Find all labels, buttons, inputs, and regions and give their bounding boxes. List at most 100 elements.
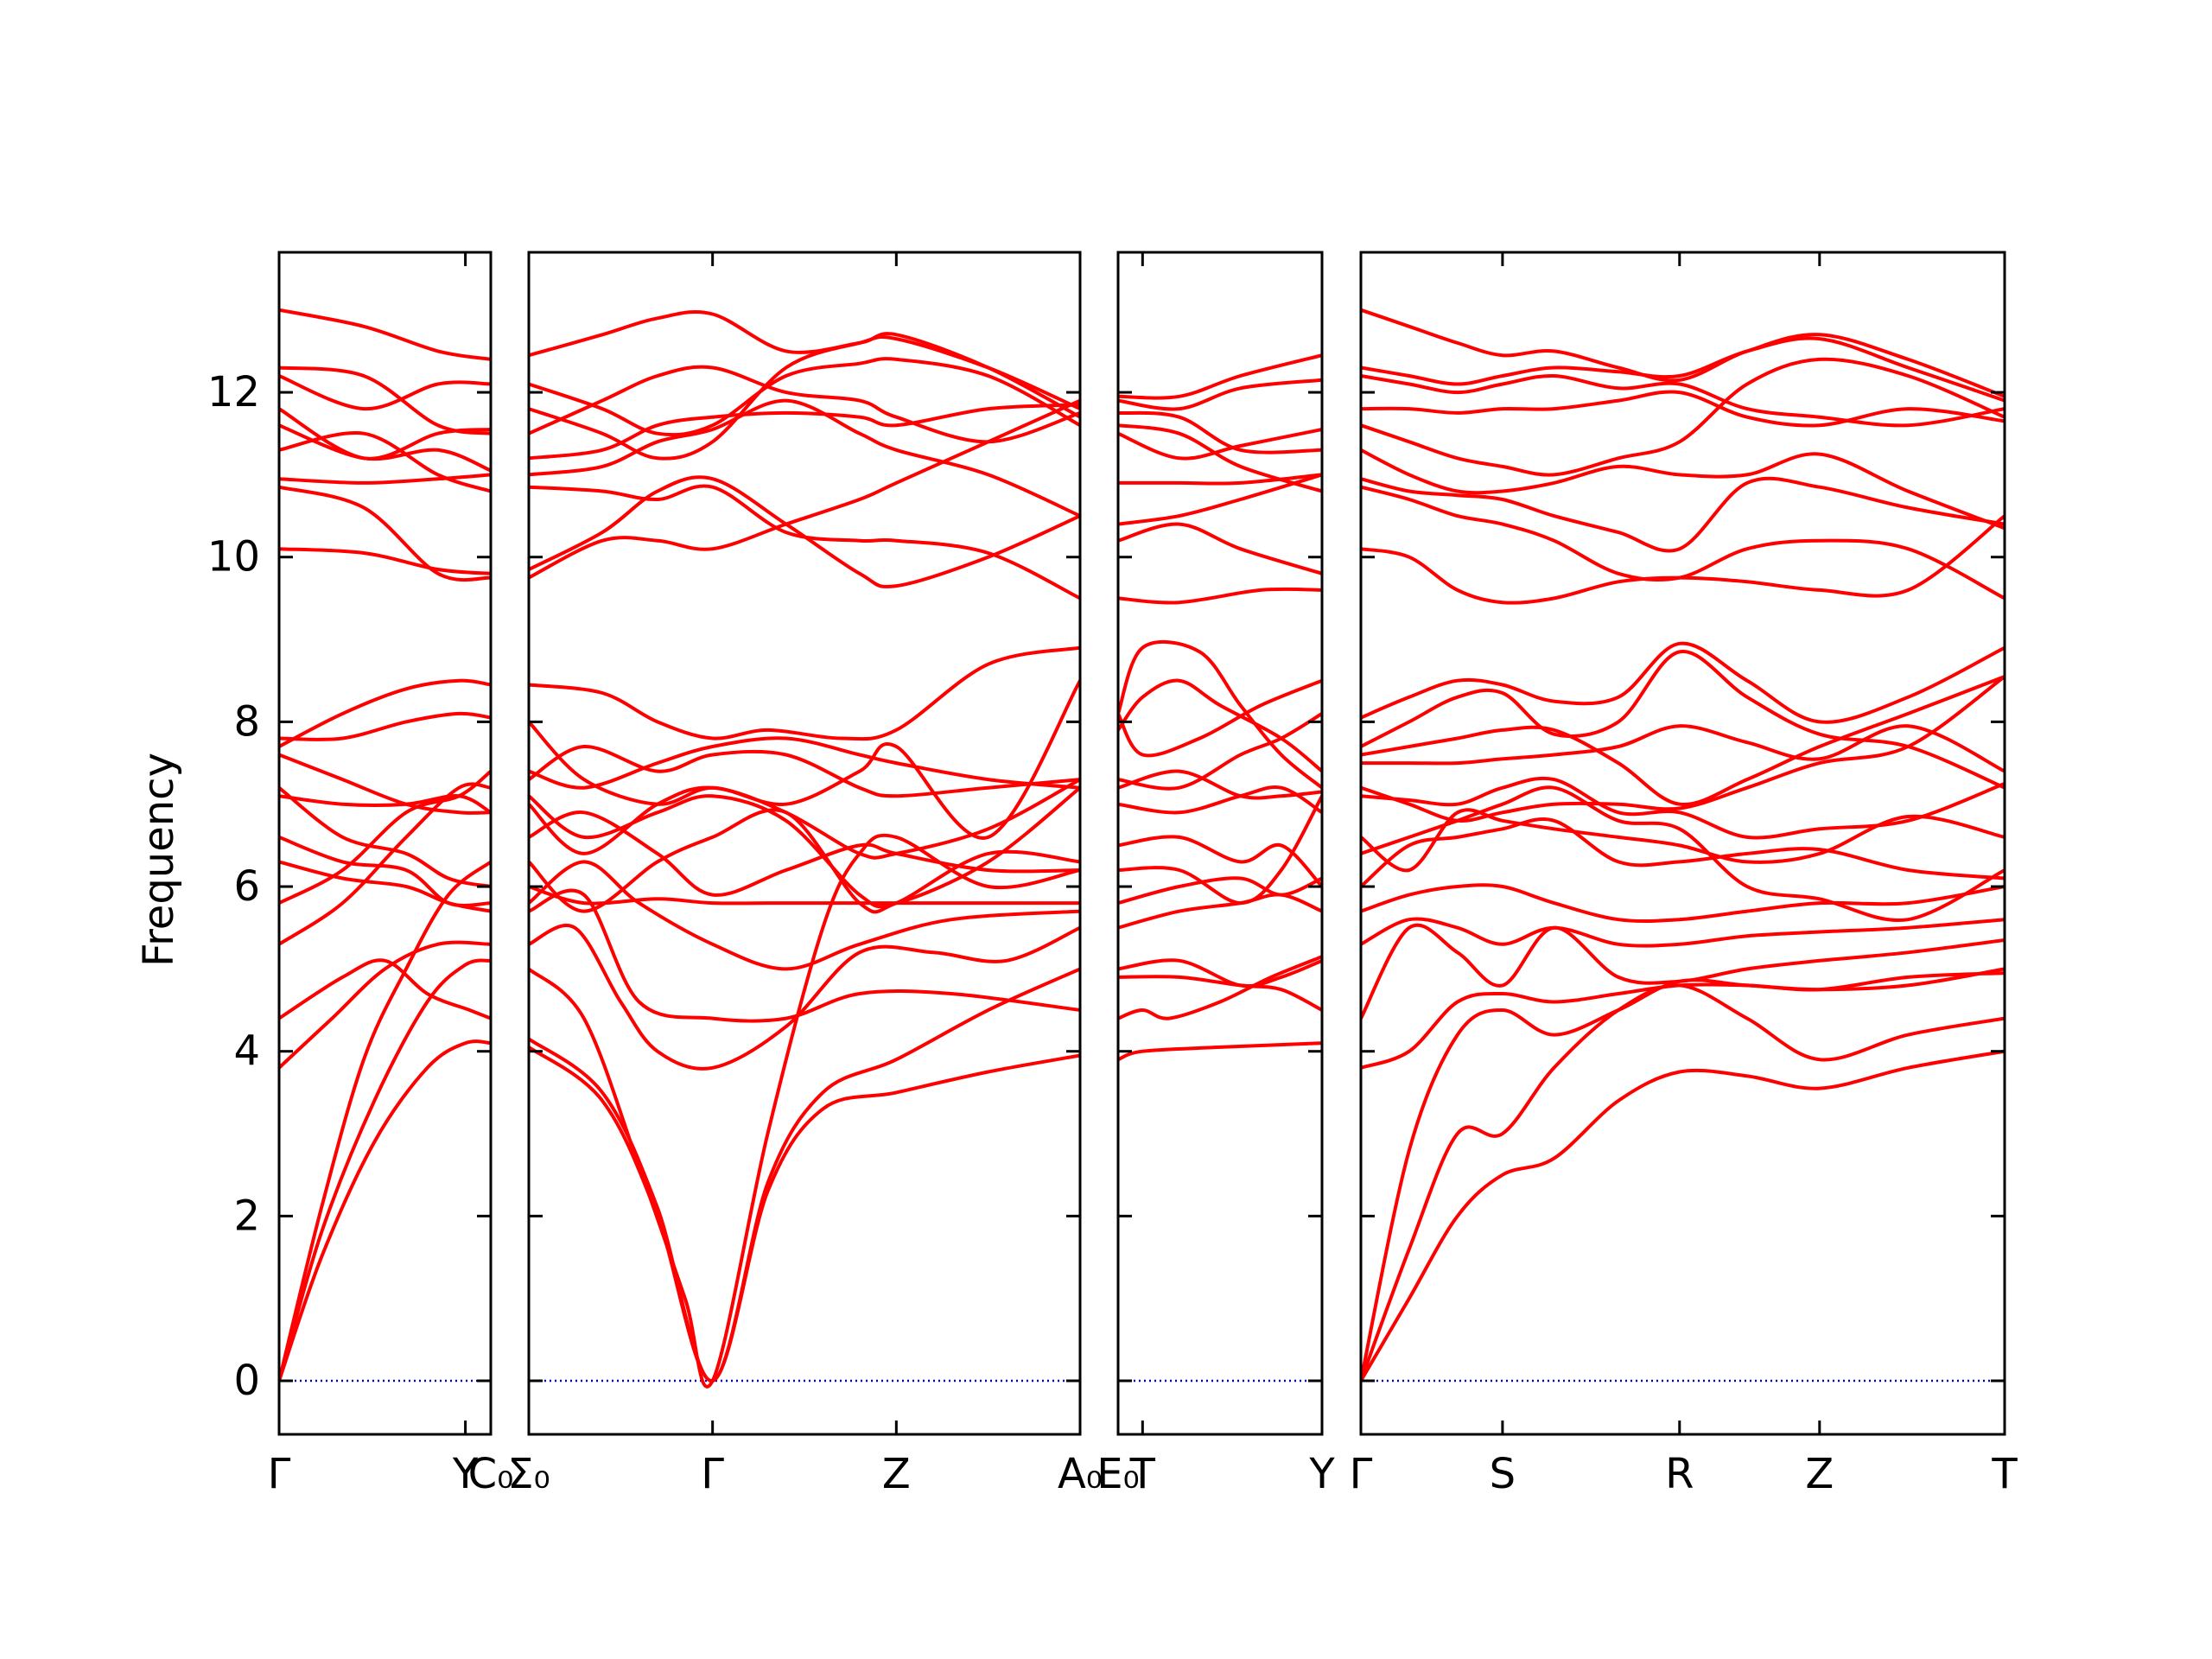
phonon-band-20: [1118, 423, 1322, 493]
phonon-band-25: [1361, 308, 2005, 398]
phonon-band-22: [1118, 378, 1322, 411]
phonon-band-19: [1361, 476, 2005, 553]
phonon-band-14: [279, 711, 491, 741]
phonon-band-12: [529, 744, 1080, 798]
y-tick-label: 2: [233, 1192, 260, 1240]
panel-frame: [1116, 251, 1324, 1436]
phonon-band-5: [279, 958, 491, 1020]
x-tick-label: S: [1490, 1450, 1516, 1498]
phonon-band-15: [279, 547, 491, 575]
band-group: [1361, 308, 2005, 1382]
phonon-band-18: [1118, 473, 1322, 486]
y-axis: 0 2 4 6 8 10 12: [207, 368, 260, 1405]
phonon-band-17: [529, 475, 1080, 588]
x-tick-label: Y: [1308, 1450, 1335, 1498]
y-tick-label: 0: [233, 1357, 260, 1405]
panel-3: E₀T Y: [1096, 251, 1335, 1498]
phonon-band-19: [279, 423, 491, 473]
phonon-band-13: [1361, 724, 2005, 773]
phonon-band-24: [529, 310, 1080, 419]
x-tick-label: Γ: [268, 1450, 291, 1498]
phonon-band-7: [1361, 883, 2005, 924]
phonon-band-10: [1361, 808, 2005, 873]
phonon-band-5: [1361, 923, 2005, 1020]
phonon-band-21: [279, 374, 491, 411]
phonon-band-4: [1118, 958, 1322, 988]
phonon-band-14: [1118, 678, 1322, 758]
phonon-band-2: [1361, 983, 2005, 1382]
phonon-band-4: [1361, 971, 2005, 1070]
phonon-band-16: [279, 485, 491, 582]
phonon-band-11: [1361, 776, 2005, 840]
phonon-band-6: [1361, 917, 2005, 948]
band-group: [279, 308, 491, 1382]
phonon-band-22: [1361, 390, 2005, 428]
phonon-band-16: [1361, 641, 2005, 724]
phonon-band-3: [1361, 967, 2005, 1382]
phonon-band-3: [529, 833, 1080, 1389]
phonon-band-16: [1118, 522, 1322, 575]
panel-frame: [527, 251, 1082, 1436]
phonon-band-12: [1361, 675, 2005, 823]
phonon-band-9: [279, 835, 491, 907]
phonon-band-3: [279, 860, 491, 1382]
phonon-band-1: [279, 1039, 491, 1382]
panel-2: Σ₀ Γ Z A₀: [507, 251, 1103, 1498]
phonon-band-5: [529, 888, 1080, 1023]
phonon-band-21: [1118, 410, 1322, 454]
phonon-band-10: [1118, 769, 1322, 800]
x-tick-label: Y: [452, 1450, 479, 1498]
phonon-band-15: [1361, 650, 2005, 790]
phonon-band-17: [279, 473, 491, 485]
phonon-band-23: [1118, 353, 1322, 400]
phonon-band-17: [1118, 473, 1322, 526]
band-group: [1118, 353, 1322, 1062]
phonon-band-8: [1361, 817, 2005, 888]
phonon-band-4: [529, 924, 1080, 1071]
phonon-band-7: [529, 885, 1080, 906]
phonon-band-12: [1118, 678, 1322, 773]
phonon-band-14: [529, 678, 1080, 840]
x-tick-label: T: [1991, 1450, 2018, 1498]
phonon-band-1: [1118, 1041, 1322, 1062]
phonon-band-13: [1118, 640, 1322, 790]
y-tick-label: 8: [233, 697, 260, 746]
phonon-band-21: [529, 365, 1080, 444]
phonon-band-2: [279, 958, 491, 1382]
x-tick-label: Z: [882, 1450, 911, 1498]
phonon-band-23: [1361, 373, 2005, 428]
phonon-band-6: [279, 782, 491, 946]
x-tick-label: E₀: [1096, 1450, 1140, 1498]
x-tick-label: Γ: [701, 1450, 724, 1498]
phonon-band-14: [1361, 675, 2005, 806]
y-tick-label: 6: [233, 862, 260, 911]
band-group: [529, 310, 1080, 1389]
phonon-band-9: [529, 810, 1080, 897]
phonon-band-19: [1118, 428, 1322, 461]
x-tick-label: C₀: [468, 1450, 514, 1498]
phonon-band-19: [529, 398, 1080, 518]
x-tick-label: Γ: [1350, 1450, 1373, 1498]
phonon-band-7: [279, 769, 491, 906]
panel-1: Γ YC₀: [268, 251, 514, 1498]
phonon-band-13: [529, 736, 1080, 790]
phonon-band-10: [529, 778, 1080, 860]
phonon-band-12: [279, 753, 491, 815]
x-tick-label: R: [1665, 1450, 1694, 1498]
phonon-band-4: [279, 940, 491, 1070]
phonon-band-2: [1118, 955, 1322, 1020]
phonon-band-11: [1118, 711, 1322, 791]
phonon-band-8: [1118, 835, 1322, 888]
y-tick-label: 4: [233, 1027, 260, 1076]
y-tick-label: 10: [207, 533, 260, 582]
panel-frame: [1359, 251, 2006, 1436]
y-tick-label: 12: [207, 368, 260, 416]
x-tick-label: Σ₀: [507, 1450, 550, 1498]
phonon-band-21: [1361, 357, 2005, 477]
x-tick-label: A₀: [1058, 1450, 1103, 1498]
phonon-band-11: [529, 785, 1080, 909]
